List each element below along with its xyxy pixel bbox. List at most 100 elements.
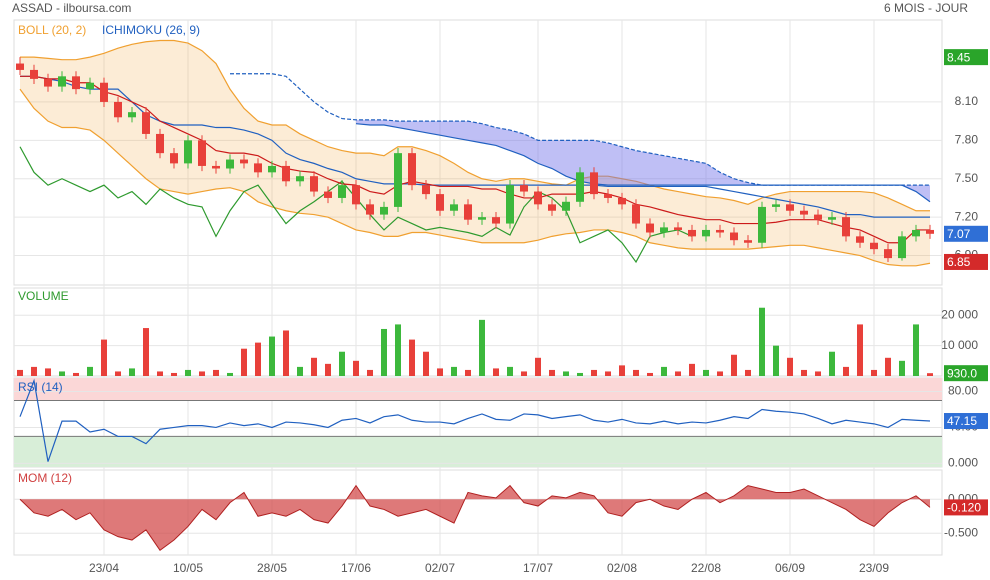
candle-body	[296, 176, 304, 182]
volume-bar	[507, 366, 513, 376]
y-tick-label: -0.500	[944, 525, 978, 539]
y-tick-label: 10 000	[941, 338, 978, 352]
volume-bar	[591, 369, 597, 376]
candle-body	[86, 82, 94, 90]
candle-body	[58, 76, 66, 87]
ichimoku-cloud	[356, 119, 930, 202]
volume-bar	[381, 328, 387, 376]
candle-body	[408, 153, 416, 186]
candle-body	[576, 172, 584, 202]
volume-bar	[409, 339, 415, 376]
candle-body	[492, 217, 500, 224]
volume-bar	[647, 372, 653, 376]
panel-frame	[13, 469, 943, 556]
volume-bar	[577, 372, 583, 376]
volume-bar	[787, 357, 793, 376]
candle-body	[660, 227, 668, 233]
volume-bar	[101, 339, 107, 376]
value-badge-label: 6.85	[947, 255, 971, 269]
overbought-zone	[14, 378, 942, 401]
y-tick-label: 0.000	[948, 456, 978, 470]
x-tick-label: 17/07	[523, 561, 553, 575]
candle-body	[604, 194, 612, 198]
chart-subtitle: 6 MOIS - JOUR	[884, 1, 968, 15]
x-tick-label: 17/06	[341, 561, 371, 575]
candle-body	[212, 165, 220, 169]
volume-bar	[199, 371, 205, 376]
volume-bar	[493, 368, 499, 376]
candle-body	[730, 232, 738, 241]
candle-body	[744, 240, 752, 243]
candle-body	[44, 78, 52, 87]
candle-body	[464, 204, 472, 220]
candle-body	[156, 133, 164, 154]
candle-body	[520, 185, 528, 192]
momentum-area	[20, 485, 930, 551]
volume-bar	[73, 372, 79, 376]
value-badge-label: -0.120	[947, 501, 981, 515]
volume-bar	[563, 371, 569, 376]
volume-bar	[269, 336, 275, 376]
candle-body	[436, 194, 444, 211]
candle-body	[646, 223, 654, 233]
volume-bar	[703, 369, 709, 376]
candle-body	[828, 217, 836, 220]
volume-bar	[185, 369, 191, 376]
kijun-sen	[20, 75, 930, 218]
bollinger-band	[20, 40, 930, 266]
candle-body	[128, 112, 136, 118]
panel-title: VOLUME	[18, 289, 69, 303]
candle-body	[842, 217, 850, 237]
y-tick-label: 7.20	[955, 209, 979, 223]
candle-body	[310, 176, 318, 192]
candle-body	[100, 82, 108, 102]
candle-body	[632, 204, 640, 224]
candle-body	[884, 249, 892, 259]
candle-body	[674, 227, 682, 230]
senkou-span-b	[355, 123, 931, 203]
candle-body	[912, 229, 920, 237]
chart-title: ASSAD - ilboursa.com	[12, 1, 131, 15]
candle-body	[590, 172, 598, 195]
volume-bar	[535, 357, 541, 376]
legend-entry: BOLL (20, 2)	[18, 23, 86, 37]
x-tick-label: 23/04	[89, 561, 119, 575]
value-badge-label: 7.07	[947, 227, 971, 241]
volume-bar	[213, 369, 219, 376]
candle-body	[422, 185, 430, 195]
volume-bar	[633, 369, 639, 376]
candle-body	[548, 204, 556, 211]
y-tick-label: 80.00	[948, 384, 978, 398]
candle-body	[534, 191, 542, 205]
candle-body	[926, 229, 934, 234]
volume-bar	[59, 371, 65, 376]
value-badge	[944, 413, 988, 430]
volume-bar	[297, 366, 303, 376]
volume-bar	[619, 365, 625, 376]
candle-body	[688, 229, 696, 237]
rsi-line	[19, 378, 931, 462]
volume-bar	[675, 371, 681, 376]
volume-bar	[549, 369, 555, 376]
candle-body	[898, 236, 906, 259]
volume-bar	[227, 372, 233, 376]
bollinger-upper	[20, 39, 930, 212]
oversold-zone	[14, 436, 942, 467]
x-tick-label: 02/08	[607, 561, 637, 575]
candle-body	[450, 204, 458, 211]
candle-body	[142, 112, 150, 134]
volume-bar	[255, 342, 261, 376]
candle-body	[338, 185, 346, 198]
value-badge-label: 47.15	[947, 414, 977, 428]
volume-bar	[899, 360, 905, 376]
volume-bar	[437, 368, 443, 376]
volume-bar	[815, 371, 821, 376]
x-tick-label: 06/09	[775, 561, 805, 575]
candle-body	[856, 236, 864, 243]
candle-body	[254, 163, 262, 173]
candle-body	[282, 165, 290, 182]
candle-body	[870, 242, 878, 250]
value-badge	[944, 253, 988, 270]
candle-body	[562, 201, 570, 211]
